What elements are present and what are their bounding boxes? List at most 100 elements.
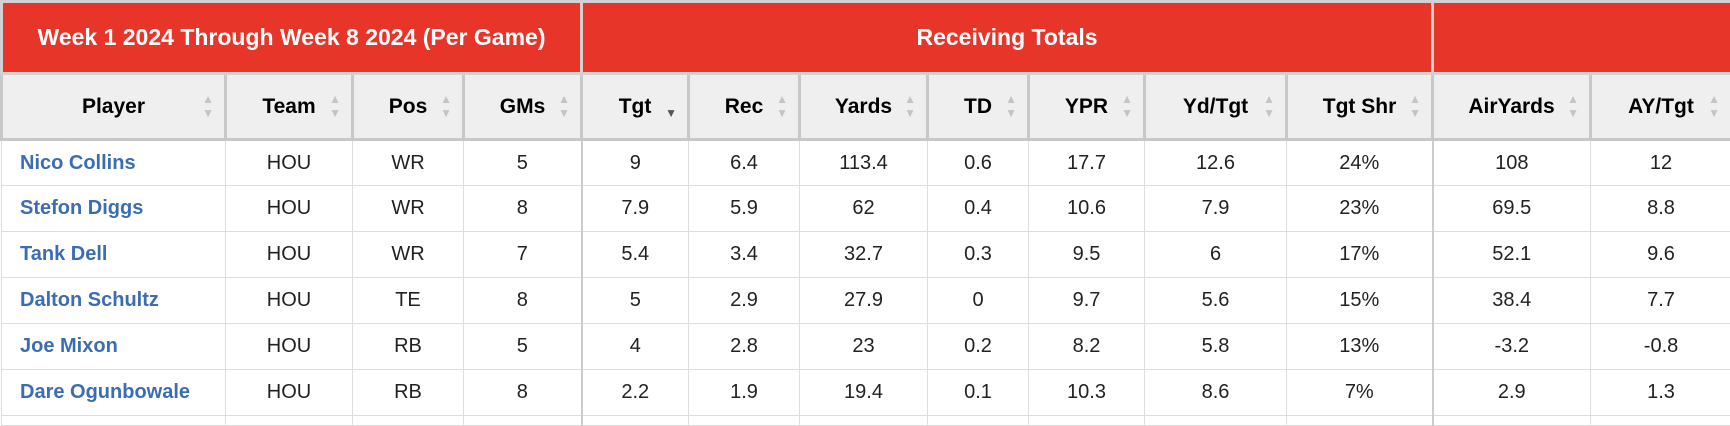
column-header-rec[interactable]: Rec▲▼ [689, 74, 800, 140]
sort-down-arrow-icon: ▼ [904, 107, 916, 121]
empty-cell [1433, 416, 1591, 426]
column-header-pos[interactable]: Pos▲▼ [353, 74, 464, 140]
team-cell: HOU [226, 324, 353, 370]
table-row: Tank Dell HOU WR 7 5.4 3.4 32.7 0.3 9.5 … [2, 232, 1730, 278]
sort-down-arrow-icon: ▼ [1005, 107, 1017, 121]
column-header-ypr[interactable]: YPR ▲▼ [1029, 74, 1145, 140]
table-row: Stefon Diggs HOU WR 8 7.9 5.9 62 0.4 10.… [2, 186, 1730, 232]
rec-cell: 2.9 [689, 278, 800, 324]
sort-arrows: ▲▼ [202, 93, 214, 121]
yards-cell: 113.4 [800, 140, 928, 186]
yards-cell: 23 [800, 324, 928, 370]
td-cell: 0.3 [928, 232, 1029, 278]
sort-down-arrow-icon: ▼ [440, 107, 452, 121]
player-link[interactable]: Stefon Diggs [20, 197, 143, 219]
player-link[interactable]: Dare Ogunbowale [20, 381, 190, 403]
yards-cell: 62 [800, 186, 928, 232]
table-row: Dalton Schultz HOU TE 8 5 2.9 27.9 0 9.7… [2, 278, 1730, 324]
yd-per-tgt-cell: 5.8 [1145, 324, 1287, 370]
tgt-cell: 5.4 [582, 232, 689, 278]
airyards-cell: 38.4 [1433, 278, 1591, 324]
column-label: Yd/Tgt [1183, 95, 1248, 119]
empty-cell [928, 416, 1029, 426]
sort-down-arrow-icon: ▼ [1263, 107, 1275, 121]
empty-cell [689, 416, 800, 426]
rec-cell: 6.4 [689, 140, 800, 186]
empty-cell [1145, 416, 1287, 426]
rec-cell: 5.9 [689, 186, 800, 232]
sort-up-arrow-icon: ▲ [1708, 93, 1720, 107]
tgt-cell: 9 [582, 140, 689, 186]
player-cell: Stefon Diggs [2, 186, 226, 232]
player-link[interactable]: Tank Dell [20, 243, 107, 265]
team-cell: HOU [226, 140, 353, 186]
yards-cell: 27.9 [800, 278, 928, 324]
yards-cell: 19.4 [800, 370, 928, 416]
sort-arrows: ▲▼ [1121, 93, 1133, 121]
column-header-airyards[interactable]: AirYards ▲▼ [1433, 74, 1591, 140]
tgt-shr-cell: 23% [1287, 186, 1433, 232]
sort-up-arrow-icon: ▲ [904, 93, 916, 107]
pos-cell: WR [353, 186, 464, 232]
sort-up-arrow-icon: ▲ [329, 93, 341, 107]
player-link[interactable]: Joe Mixon [20, 335, 118, 357]
pos-cell: WR [353, 232, 464, 278]
tgt-cell: 4 [582, 324, 689, 370]
ay-per-tgt-cell: 1.3 [1591, 370, 1730, 416]
team-cell: HOU [226, 278, 353, 324]
period-header: Week 1 2024 Through Week 8 2024 (Per Gam… [2, 2, 582, 74]
yd-per-tgt-cell: 6 [1145, 232, 1287, 278]
sort-down-arrow-icon: ▼ [1567, 107, 1579, 121]
ypr-cell: 10.3 [1029, 370, 1145, 416]
column-label: AirYards [1468, 95, 1554, 119]
airyards-cell: 2.9 [1433, 370, 1591, 416]
sort-down-arrow-icon: ▼ [202, 107, 214, 121]
sort-arrows: ▲▼ [1567, 93, 1579, 121]
tgt-shr-cell: 24% [1287, 140, 1433, 186]
column-header-tgt[interactable]: Tgt▲▼ [582, 74, 689, 140]
tgt-shr-cell: 15% [1287, 278, 1433, 324]
column-label: Player [82, 95, 145, 119]
column-header-td[interactable]: TD▲▼ [928, 74, 1029, 140]
airyards-cell: 108 [1433, 140, 1591, 186]
player-cell: Nico Collins [2, 140, 226, 186]
column-header-yards[interactable]: Yards ▲▼ [800, 74, 928, 140]
gms-cell: 8 [464, 370, 582, 416]
column-header-ay-per-tgt[interactable]: AY/Tgt▲▼ [1591, 74, 1730, 140]
sort-arrows: ▲▼ [776, 93, 788, 121]
sort-down-arrow-icon: ▼ [1121, 107, 1133, 121]
gms-cell: 7 [464, 232, 582, 278]
column-header-player[interactable]: Player ▲▼ [2, 74, 226, 140]
gms-cell: 5 [464, 324, 582, 370]
column-header-team[interactable]: Team▲▼ [226, 74, 353, 140]
column-label: YPR [1065, 95, 1108, 119]
sort-up-arrow-icon: ▲ [1121, 93, 1133, 107]
player-link[interactable]: Dalton Schultz [20, 289, 159, 311]
column-header-yd-per-tgt[interactable]: Yd/Tgt▲▼ [1145, 74, 1287, 140]
ay-per-tgt-cell: 7.7 [1591, 278, 1730, 324]
player-cell: Tank Dell [2, 232, 226, 278]
player-cell: Dalton Schultz [2, 278, 226, 324]
tgt-shr-cell: 17% [1287, 232, 1433, 278]
column-header-tgt-shr[interactable]: Tgt Shr▲▼ [1287, 74, 1433, 140]
sort-down-arrow-icon: ▼ [558, 107, 570, 121]
ypr-cell: 17.7 [1029, 140, 1145, 186]
airyards-cell: 52.1 [1433, 232, 1591, 278]
empty-cell [353, 416, 464, 426]
table-row-partial [2, 416, 1730, 426]
yards-cell: 32.7 [800, 232, 928, 278]
airyards-cell: -3.2 [1433, 324, 1591, 370]
ypr-cell: 8.2 [1029, 324, 1145, 370]
table-row: Joe Mixon HOU RB 5 4 2.8 23 0.2 8.2 5.8 … [2, 324, 1730, 370]
column-label: Yards [835, 95, 892, 119]
ypr-cell: 9.7 [1029, 278, 1145, 324]
column-header-gms[interactable]: GMs▲▼ [464, 74, 582, 140]
rec-cell: 2.8 [689, 324, 800, 370]
pos-cell: RB [353, 370, 464, 416]
td-cell: 0.4 [928, 186, 1029, 232]
sort-down-arrow-icon: ▼ [1409, 107, 1421, 121]
yd-per-tgt-cell: 8.6 [1145, 370, 1287, 416]
ay-per-tgt-cell: 9.6 [1591, 232, 1730, 278]
player-link[interactable]: Nico Collins [20, 152, 136, 174]
